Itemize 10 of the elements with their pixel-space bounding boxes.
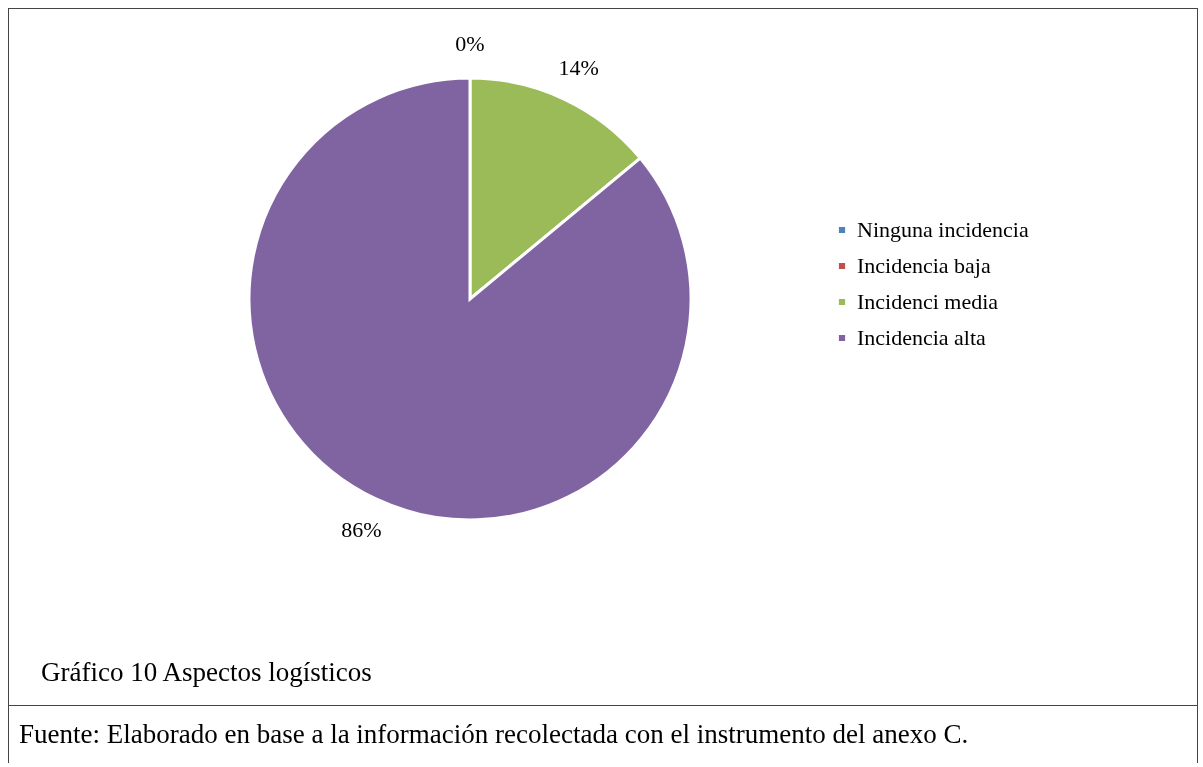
legend-label: Ninguna incidencia: [857, 217, 1029, 242]
legend-label: Incidenci media: [857, 289, 999, 314]
legend-label: Incidencia baja: [857, 253, 991, 278]
text: Gráfico 10 Aspectos logísticos: [41, 657, 372, 688]
text: 0%: [455, 31, 485, 56]
pie-slice: [247, 76, 693, 522]
data-label: 86%: [341, 516, 382, 542]
source-note: Fuente: Elaborado en base a la información recolectada con el instrumento del anexo C.: [19, 719, 969, 750]
legend-label: Incidencia alta: [857, 325, 987, 350]
data-label: 14%: [558, 55, 599, 81]
